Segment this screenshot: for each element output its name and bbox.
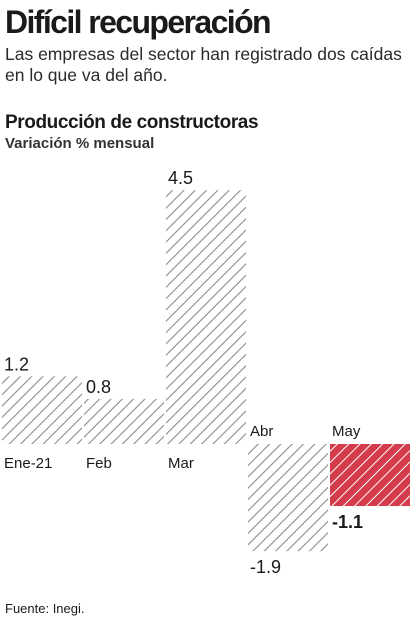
chart-subtitle: Variación % mensual — [5, 135, 155, 152]
value-label-mar: 4.5 — [168, 168, 193, 188]
category-label-mar: Mar — [168, 455, 194, 472]
headline: Difícil recuperación — [5, 4, 272, 40]
bar-ene-21 — [2, 376, 82, 444]
value-label-feb: 0.8 — [86, 377, 111, 397]
chart-title: Producción de constructoras — [5, 112, 259, 133]
value-label-ene-21: 1.2 — [4, 354, 29, 374]
value-label-abr: -1.9 — [250, 557, 281, 577]
bar-feb — [84, 398, 164, 444]
source-note: Fuente: Inegi. — [5, 601, 85, 616]
dek: Las empresas del sector han registrado d… — [5, 44, 402, 85]
bar-mar — [166, 190, 246, 444]
category-label-feb: Feb — [86, 455, 112, 472]
value-label-may: -1.1 — [332, 512, 363, 532]
category-label-abr: Abr — [250, 423, 273, 440]
bar-abr — [248, 444, 328, 552]
bar-may — [330, 444, 410, 507]
category-label-may: May — [332, 423, 361, 440]
category-label-ene-21: Ene-21 — [4, 455, 52, 472]
